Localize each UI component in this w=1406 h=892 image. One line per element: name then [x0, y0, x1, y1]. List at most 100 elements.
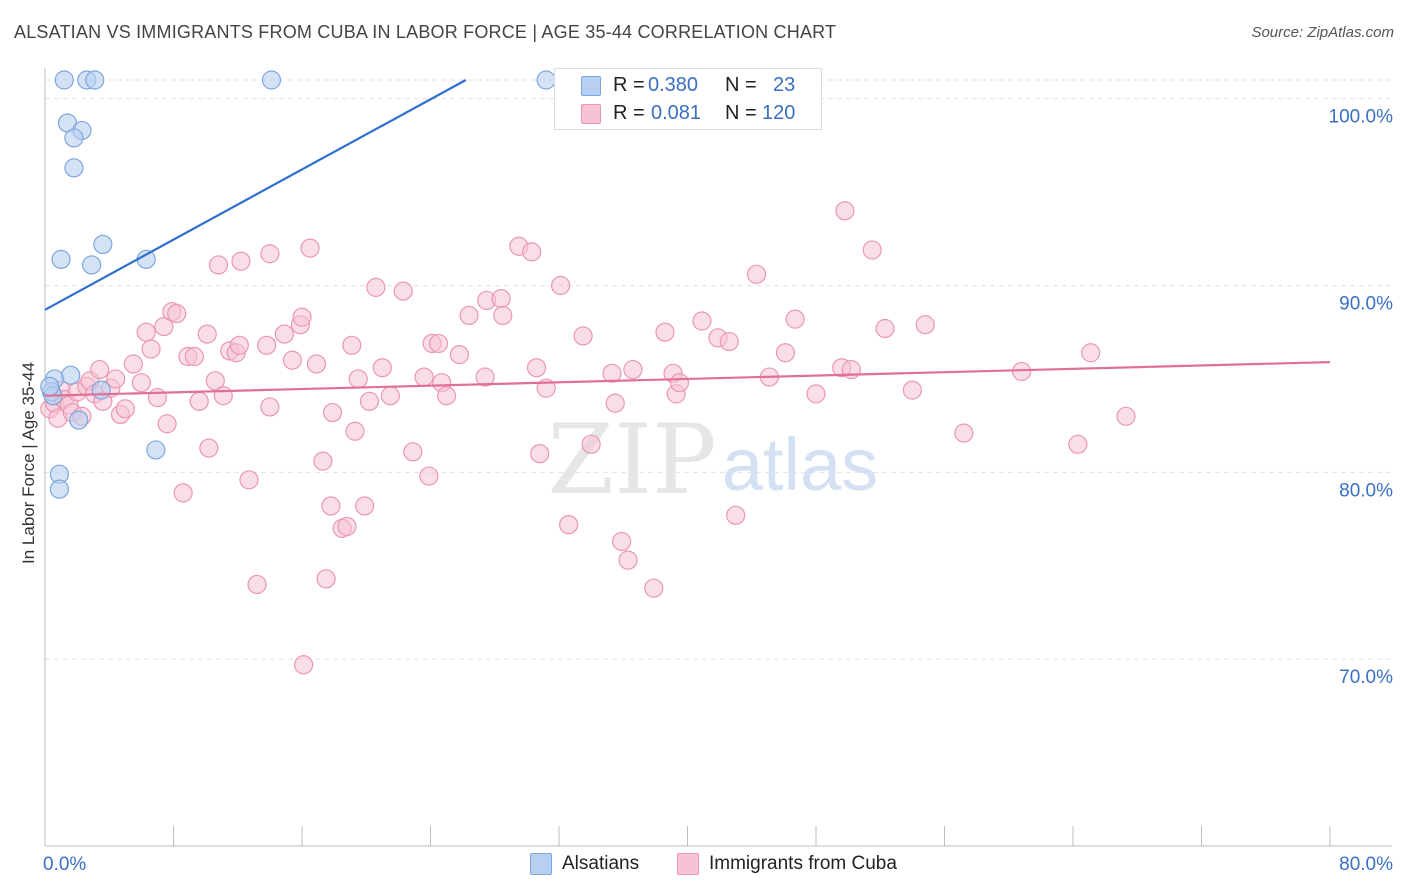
point-immigrants-from-cuba — [306, 354, 327, 374]
point-immigrants-from-cuba — [806, 384, 826, 404]
point-alsatians — [51, 249, 71, 269]
cuba-legend-swatch — [677, 853, 699, 875]
n-value: 23 — [773, 74, 796, 96]
point-immigrants-from-cuba — [428, 333, 449, 354]
point-immigrants-from-cuba — [337, 516, 357, 537]
trend-line-alsatians — [44, 79, 467, 311]
point-immigrants-from-cuba — [342, 335, 362, 355]
trend-lines — [44, 79, 1331, 397]
n-value: 120 — [762, 102, 796, 124]
point-alsatians — [146, 440, 166, 460]
point-immigrants-from-cuba — [205, 371, 225, 391]
point-alsatians — [64, 158, 84, 178]
series-alsatians — [40, 70, 556, 499]
point-immigrants-from-cuba — [491, 288, 511, 309]
point-immigrants-from-cuba — [902, 380, 922, 400]
point-immigrants-from-cuba — [835, 201, 855, 221]
watermark-atlas: atlas — [722, 423, 878, 506]
stats-row-cuba: R = 0.081 N = 120 — [555, 100, 821, 128]
point-immigrants-from-cuba — [239, 470, 259, 490]
chart-title: ALSATIAN VS IMMIGRANTS FROM CUBA IN LABO… — [14, 22, 837, 42]
y-tick-label: 90.0% — [1339, 294, 1393, 315]
point-immigrants-from-cuba — [300, 238, 320, 258]
watermark-zip: ZIP — [547, 404, 716, 516]
correlation-stats-box: R = 0.380 N = 23 R = 0.081 N = 120 — [554, 68, 822, 130]
point-immigrants-from-cuba — [862, 240, 882, 260]
point-alsatians — [261, 70, 282, 90]
point-immigrants-from-cuba — [785, 309, 805, 329]
trend-line-immigrants-from-cuba — [44, 361, 1331, 397]
series-legend: Alsatians Immigrants from Cuba — [0, 852, 1406, 878]
r-label: R = — [613, 74, 645, 96]
point-immigrants-from-cuba — [1081, 343, 1101, 363]
n-label: N = — [725, 102, 757, 124]
point-immigrants-from-cuba — [475, 367, 495, 387]
point-immigrants-from-cuba — [380, 386, 400, 406]
x-tick-label: 80.0% — [1339, 854, 1393, 875]
point-immigrants-from-cuba — [282, 350, 302, 370]
point-immigrants-from-cuba — [493, 305, 513, 326]
point-immigrants-from-cuba — [602, 363, 622, 383]
point-immigrants-from-cuba — [167, 303, 187, 324]
y-axis-title: In Labor Force | Age 35-44 — [19, 362, 38, 564]
point-immigrants-from-cuba — [322, 402, 343, 423]
point-alsatians — [40, 376, 60, 396]
point-immigrants-from-cuba — [522, 242, 542, 262]
point-immigrants-from-cuba — [581, 434, 601, 454]
point-alsatians — [69, 410, 89, 430]
point-alsatians — [61, 365, 81, 385]
point-immigrants-from-cuba — [247, 574, 267, 595]
legend-label: Immigrants from Cuba — [709, 853, 897, 874]
point-immigrants-from-cuba — [605, 393, 625, 413]
y-tick-label: 100.0% — [1329, 107, 1394, 128]
point-immigrants-from-cuba — [692, 311, 712, 331]
r-label: R = — [613, 102, 645, 124]
axis-labels: 100.0% 90.0% 80.0% 70.0% 0.0% 80.0% In Labor F… — [19, 107, 1393, 875]
point-immigrants-from-cuba — [1011, 361, 1032, 382]
point-alsatians — [85, 70, 105, 90]
point-immigrants-from-cuba — [551, 275, 571, 296]
point-immigrants-from-cuba — [131, 373, 151, 393]
point-immigrants-from-cuba — [260, 244, 280, 264]
point-immigrants-from-cuba — [115, 399, 135, 419]
point-immigrants-from-cuba — [355, 496, 375, 516]
point-immigrants-from-cuba — [419, 466, 439, 486]
point-immigrants-from-cuba — [345, 421, 365, 441]
r-value: 0.380 — [648, 74, 699, 96]
point-immigrants-from-cuba — [189, 391, 209, 411]
point-immigrants-from-cuba — [147, 388, 168, 408]
point-immigrants-from-cuba — [526, 358, 547, 378]
point-immigrants-from-cuba — [359, 391, 380, 411]
point-immigrants-from-cuba — [436, 386, 457, 406]
point-immigrants-from-cuba — [313, 451, 333, 471]
point-immigrants-from-cuba — [231, 251, 251, 271]
series-immigrants-from-cuba — [40, 201, 1136, 675]
point-immigrants-from-cuba — [294, 655, 314, 675]
point-immigrants-from-cuba — [449, 345, 470, 365]
point-immigrants-from-cuba — [197, 324, 217, 344]
point-immigrants-from-cuba — [154, 317, 174, 337]
point-immigrants-from-cuba — [348, 369, 368, 389]
point-immigrants-from-cuba — [644, 578, 664, 598]
point-immigrants-from-cuba — [915, 315, 935, 335]
x-tick-label: 0.0% — [43, 854, 86, 875]
point-immigrants-from-cuba — [173, 483, 193, 503]
point-immigrants-from-cuba — [199, 438, 219, 458]
point-immigrants-from-cuba — [213, 386, 233, 406]
point-alsatians — [81, 255, 102, 275]
alsatians-legend-swatch — [530, 853, 552, 875]
axes — [44, 68, 1392, 847]
point-immigrants-from-cuba — [573, 326, 593, 346]
point-immigrants-from-cuba — [366, 277, 386, 297]
point-immigrants-from-cuba — [1116, 406, 1136, 426]
point-alsatians — [91, 380, 111, 400]
point-immigrants-from-cuba — [414, 367, 434, 387]
point-immigrants-from-cuba — [184, 346, 204, 367]
point-alsatians — [54, 70, 74, 90]
point-alsatians — [49, 479, 70, 499]
point-alsatians — [536, 70, 556, 90]
point-immigrants-from-cuba — [618, 550, 638, 570]
point-immigrants-from-cuba — [157, 414, 177, 434]
y-tick-label: 70.0% — [1339, 667, 1393, 688]
